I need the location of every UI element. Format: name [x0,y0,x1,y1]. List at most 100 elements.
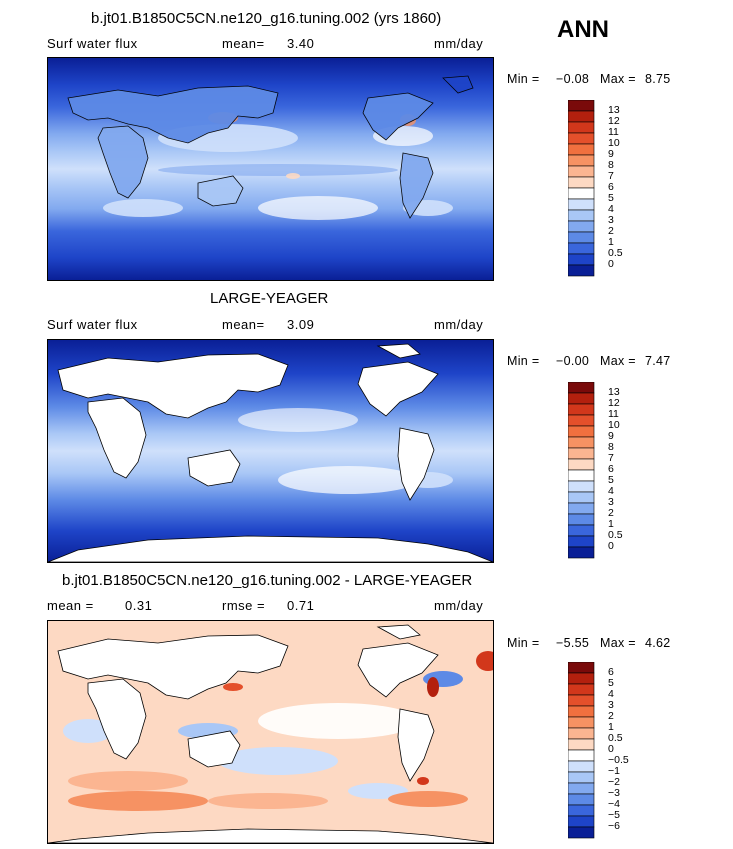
panel1-colorbar-tick-label: 9 [608,148,614,160]
panel1-min-value: −0.08 [556,72,590,86]
panel1-colorbar-swatch [568,143,595,156]
panel1-colorbar-tick-label: 13 [608,104,620,116]
panel1-colorbar-swatch [568,187,595,200]
panel2-colorbar-swatch [568,447,595,460]
panel1-colorbar-swatch [568,176,595,189]
panel2-mean-label: mean= [222,317,265,332]
panel3-colorbar-swatch [568,716,595,729]
panel2-colorbar-tick-label: 4 [608,485,614,497]
panel3-min-label: Min = [507,636,540,650]
panel2-max-label: Max = [600,354,636,368]
panel1-colorbar-tick-label: 7 [608,170,614,182]
panel3-colorbar-tick-label: −0.5 [608,754,629,766]
panel3-rmse-label: rmse = [222,598,266,613]
panel2-colorbar-tick-label: 0.5 [608,529,623,541]
panel3-colorbar-tick-label: −1 [608,765,620,777]
panel3-colorbar-tick-label: −6 [608,820,620,832]
panel3-colorbar-tick-label: −3 [608,787,620,799]
panel1-colorbar-swatch [568,100,595,112]
panel2-colorbar-swatch [568,480,595,493]
panel2-colorbar-swatch [568,469,595,482]
panel2-variable-label: Surf water flux [47,317,138,332]
panel2-colorbar-swatch [568,524,595,537]
panel1-colorbar-swatch [568,264,595,277]
panel3-colorbar-tick-label: 0.5 [608,732,623,744]
panel2-colorbar-swatch [568,436,595,449]
panel3-max-value: 4.62 [645,636,671,650]
panel3-colorbar-tick-label: 6 [608,666,614,678]
panel2-colorbar-tick-label: 9 [608,430,614,442]
panel1-title: b.jt01.B1850C5CN.ne120_g16.tuning.002 (y… [91,10,442,27]
panel3-colorbar-swatch [568,826,595,839]
panel2-max-value: 7.47 [645,354,671,368]
panel1-colorbar-tick-label: 2 [608,225,614,237]
panel2-colorbar-swatch [568,458,595,471]
panel1-colorbar-tick-label: 8 [608,159,614,171]
panel1-colorbar-swatch [568,121,595,134]
panel3-colorbar-swatch [568,793,595,806]
panel1-colorbar-swatch [568,110,595,123]
panel2-colorbar-swatch [568,392,595,405]
panel3-colorbar-swatch [568,760,595,773]
panel2-title: LARGE-YEAGER [210,290,329,307]
panel3-colorbar-tick-label: 5 [608,677,614,689]
panel2-colorbar-swatch [568,513,595,526]
panel3-colorbar-swatch [568,672,595,685]
panel2-colorbar-swatch [568,546,595,559]
panel1-mean-value: 3.40 [287,36,315,51]
panel3-min-value: −5.55 [556,636,590,650]
panel1-colorbar-swatch [568,132,595,145]
panel3-max-label: Max = [600,636,636,650]
panel1-colorbar-swatch [568,253,595,266]
panel3-colorbar-tick-label: −5 [608,809,620,821]
panel3-colorbar-swatch [568,727,595,740]
panel2-colorbar-tick-label: 2 [608,507,614,519]
panel3-mean-value: 0.31 [125,598,153,613]
panel2-colorbar: 13 12 11 10 9 8 7 6 5 4 3 2 1 0.5 0 [568,382,623,560]
panel1-units: mm/day [434,36,484,51]
panel1-colorbar-tick-label: 0.5 [608,247,623,259]
panel2-min-value: −0.00 [556,354,590,368]
panel1-colorbar-swatch [568,209,595,222]
panel3-colorbar-swatch [568,738,595,751]
panel3-title: b.jt01.B1850C5CN.ne120_g16.tuning.002 - … [62,572,473,589]
panel3-map [47,620,494,844]
panel1-colorbar-tick-label: 11 [608,126,619,138]
panel2-colorbar-tick-label: 5 [608,474,614,486]
panel3-rmse-value: 0.71 [287,598,315,613]
panel2-map [47,339,494,563]
panel3-colorbar-tick-label: 3 [608,699,614,711]
panel1-colorbar-tick-label: 0 [608,258,614,270]
panel3-colorbar: 6 5 4 3 2 1 0.5 0 −0.5 −1 −2 −3 −4 −5 −6 [568,662,629,840]
panel1-colorbar-tick-label: 5 [608,192,614,204]
panel1-colorbar-tick-label: 3 [608,214,614,226]
panel2-colorbar-swatch [568,491,595,504]
panel3-colorbar-tick-label: 0 [608,743,614,755]
panel3-colorbar-tick-label: 4 [608,688,614,700]
panel2-mean-value: 3.09 [287,317,315,332]
panel1-colorbar-tick-label: 4 [608,203,614,215]
panel2-min-label: Min = [507,354,540,368]
panel2-colorbar-tick-label: 6 [608,463,614,475]
panel1-colorbar-swatch [568,198,595,211]
panel1-variable-label: Surf water flux [47,36,138,51]
panel1-map [47,57,494,281]
panel2-colorbar-tick-label: 1 [608,518,614,530]
panel3-colorbar-tick-label: −2 [608,776,620,788]
panel2-colorbar-swatch [568,403,595,416]
panel2-colorbar-swatch [568,502,595,515]
panel3-colorbar-tick-label: −4 [608,798,620,810]
panel2-colorbar-tick-label: 11 [608,408,619,420]
panel1-colorbar-swatch [568,220,595,233]
panel3-colorbar-swatch [568,771,595,784]
panel1-colorbar-swatch [568,242,595,255]
season-label: ANN [557,16,609,43]
panel2-colorbar-tick-label: 10 [608,419,620,431]
panel1-colorbar-tick-label: 1 [608,236,614,248]
panel3-colorbar-swatch [568,804,595,817]
panel1-min-label: Min = [507,72,540,86]
panel2-colorbar-swatch [568,382,595,394]
panel3-colorbar-tick-label: 2 [608,710,614,722]
panel2-units: mm/day [434,317,484,332]
panel2-colorbar-tick-label: 7 [608,452,614,464]
